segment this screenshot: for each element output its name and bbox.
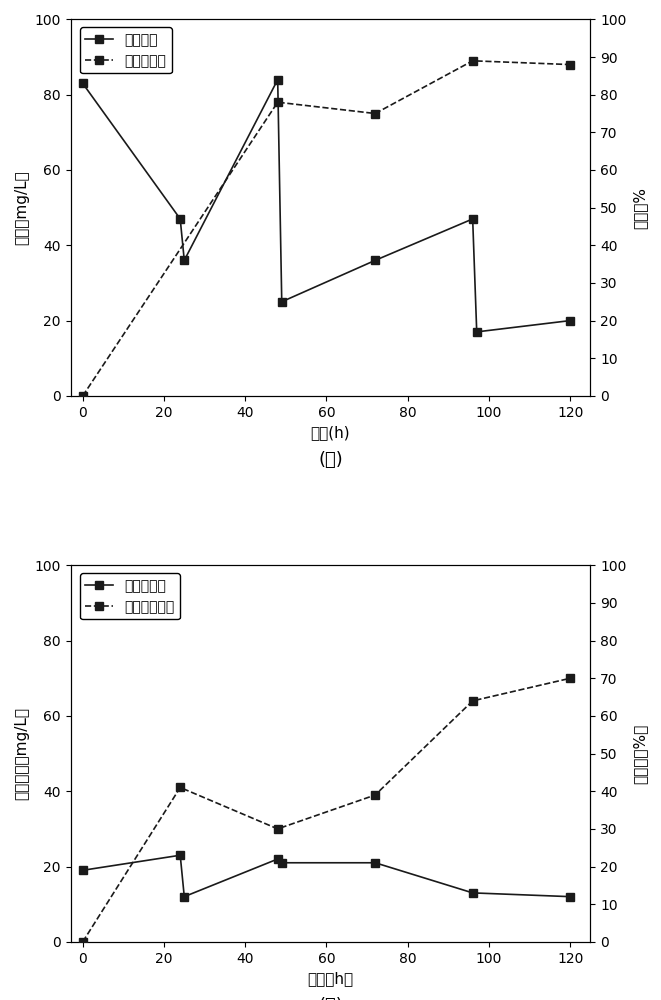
Legend: 总磷的浓度, 总磷的去除率: 总磷的浓度, 总磷的去除率 (80, 573, 180, 619)
Y-axis label: 浓度（mg/L）: 浓度（mg/L） (14, 170, 29, 245)
Y-axis label: 去除率（%）: 去除率（%） (632, 723, 647, 784)
X-axis label: 时间（h）: 时间（h） (307, 971, 354, 986)
Text: (ｂ): (ｂ) (318, 997, 343, 1000)
Y-axis label: 总磷浓度（mg/L）: 总磷浓度（mg/L） (14, 707, 29, 800)
Y-axis label: 去除率%: 去除率% (632, 187, 647, 229)
Legend: 总氮浓度, 总氮去除率: 总氮浓度, 总氮去除率 (80, 27, 172, 73)
X-axis label: 时间(h): 时间(h) (311, 425, 350, 440)
Text: (ａ): (ａ) (318, 451, 343, 469)
